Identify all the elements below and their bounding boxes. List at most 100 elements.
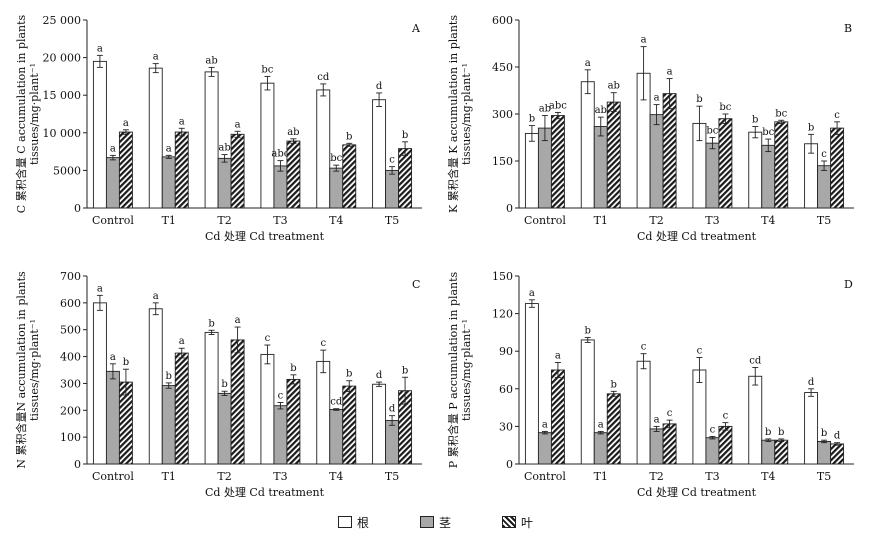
significance-letter-d: d: [808, 377, 815, 388]
x-tick-label-c: T2: [217, 470, 231, 483]
y-tick-label-b: 450: [492, 61, 513, 74]
significance-letter-b: bc: [719, 102, 731, 113]
x-tick-label-a: T2: [217, 214, 231, 227]
x-axis-label-d: Cd 处理 Cd treatment: [637, 486, 757, 499]
y-tick-label-a: 15 000: [43, 89, 82, 102]
significance-letter-b: b: [529, 114, 535, 125]
significance-letter-b: a: [667, 67, 673, 78]
y-axis-label-b: K 累积含量 K accumulation in plants: [446, 15, 460, 213]
y-tick-label-a: 5000: [53, 164, 81, 177]
significance-letter-d: b: [821, 428, 827, 439]
bar-root-a: [204, 71, 219, 209]
significance-letter-a: bc: [330, 153, 342, 164]
y-tick-label-c: 600: [60, 297, 81, 310]
significance-letter-a: bc: [261, 64, 273, 75]
significance-letter-d: a: [529, 288, 535, 299]
bar-stem-a: [385, 169, 400, 209]
significance-letter-b: a: [654, 93, 660, 104]
x-tick-label-c: Control: [92, 470, 134, 483]
significance-letter-a: b: [346, 131, 352, 142]
bar-leaf-b: [774, 121, 789, 209]
significance-letter-d: c: [667, 408, 673, 419]
x-tick-label-a: T4: [329, 214, 343, 227]
significance-letter-b: ab: [595, 105, 607, 116]
x-axis-label-c: Cd 处理 Cd treatment: [205, 486, 325, 499]
bar-leaf-a: [286, 140, 301, 209]
significance-letter-c: b: [221, 379, 227, 390]
y-axis-unit-c: tissues/mg·plant⁻¹: [28, 319, 41, 421]
bar-root-a: [316, 89, 331, 209]
x-tick-label-c: T1: [162, 470, 176, 483]
y-axis-label-d: P 累积含量 P accumulation in plants: [446, 271, 460, 468]
x-tick-label-d: T5: [817, 470, 831, 483]
significance-letter-c: c: [278, 390, 284, 401]
significance-letter-b: bc: [775, 108, 787, 119]
legend-item-stem: 茎: [420, 512, 451, 532]
y-tick-label-a: 10 000: [43, 127, 82, 140]
significance-letter-a: a: [110, 143, 116, 154]
significance-letter-c: b: [123, 357, 129, 368]
bar-leaf-a: [118, 131, 133, 209]
legend-label-root: 根: [357, 515, 370, 530]
significance-letter-c: c: [320, 338, 326, 349]
significance-letter-d: cd: [749, 355, 762, 366]
significance-letter-a: c: [389, 155, 395, 166]
x-tick-label-d: T4: [761, 470, 775, 483]
y-tick-label-b: 300: [492, 108, 513, 121]
significance-letter-d: c: [710, 424, 716, 435]
bar-stem-a: [273, 165, 288, 209]
panel-b: 0 150 300 450 600 B K 累积含量 K accumulation in p…: [446, 14, 854, 243]
bar-stem-b: [761, 144, 776, 209]
significance-letter-d: b: [611, 379, 617, 390]
bar-stem-a: [217, 157, 232, 209]
y-tick-label-c: 100: [60, 431, 81, 444]
significance-letter-a: ab: [218, 143, 230, 154]
significance-letter-d: c: [641, 342, 647, 353]
significance-letter-d: c: [723, 411, 729, 422]
y-tick-label-c: 300: [60, 377, 81, 390]
y-tick-label-b: 150: [492, 155, 513, 168]
bar-root-d: [524, 303, 539, 465]
bar-root-d: [636, 360, 651, 465]
significance-letter-c: a: [179, 336, 185, 347]
panel-letter-b: B: [844, 22, 852, 35]
y-tick-label-c: 0: [74, 458, 81, 471]
bar-root-c: [92, 302, 107, 465]
panel-c: 0 100 200 300 400 500 600 700 C N 累积含量N accumulat…: [14, 270, 422, 499]
significance-letter-a: a: [166, 143, 172, 154]
bar-stem-c: [217, 392, 232, 465]
significance-letter-a: d: [376, 81, 383, 92]
panel-letter-c: C: [412, 278, 420, 291]
significance-letter-c: b: [346, 369, 352, 380]
x-tick-label-a: T5: [385, 214, 399, 227]
x-tick-label-a: T3: [273, 214, 287, 227]
y-tick-label-d: 0: [506, 458, 513, 471]
y-tick-label-d: 90: [499, 345, 513, 358]
bar-root-c: [316, 360, 331, 465]
panel-d: 0 30 60 90 120 150 D P 累积含量 P accumulation in p…: [446, 270, 854, 499]
panel-letter-d: D: [844, 278, 853, 291]
bar-leaf-a: [230, 133, 245, 209]
bar-root-d: [748, 375, 763, 465]
significance-letter-c: b: [402, 365, 408, 376]
y-tick-label-d: 30: [499, 420, 513, 433]
significance-letter-c: b: [290, 363, 296, 374]
bar-leaf-d: [774, 439, 789, 465]
significance-letter-d: a: [598, 419, 604, 430]
legend-swatch-root: [338, 516, 352, 528]
significance-letter-a: abc: [271, 149, 289, 160]
legend-label-stem: 茎: [439, 515, 452, 530]
bar-stem-d: [593, 432, 608, 465]
significance-letter-c: c: [265, 333, 271, 344]
bar-root-c: [204, 331, 219, 465]
y-axis-unit-b: tissues/mg·plant⁻¹: [460, 63, 473, 165]
legend: 根 茎 叶: [0, 512, 883, 534]
bar-leaf-b: [718, 118, 733, 209]
x-tick-label-b: T2: [649, 214, 663, 227]
y-tick-label-d: 120: [492, 308, 513, 321]
significance-letter-c: a: [97, 283, 103, 294]
significance-letter-a: a: [153, 52, 159, 63]
bar-stem-b: [649, 114, 664, 209]
bar-root-d: [692, 369, 707, 465]
